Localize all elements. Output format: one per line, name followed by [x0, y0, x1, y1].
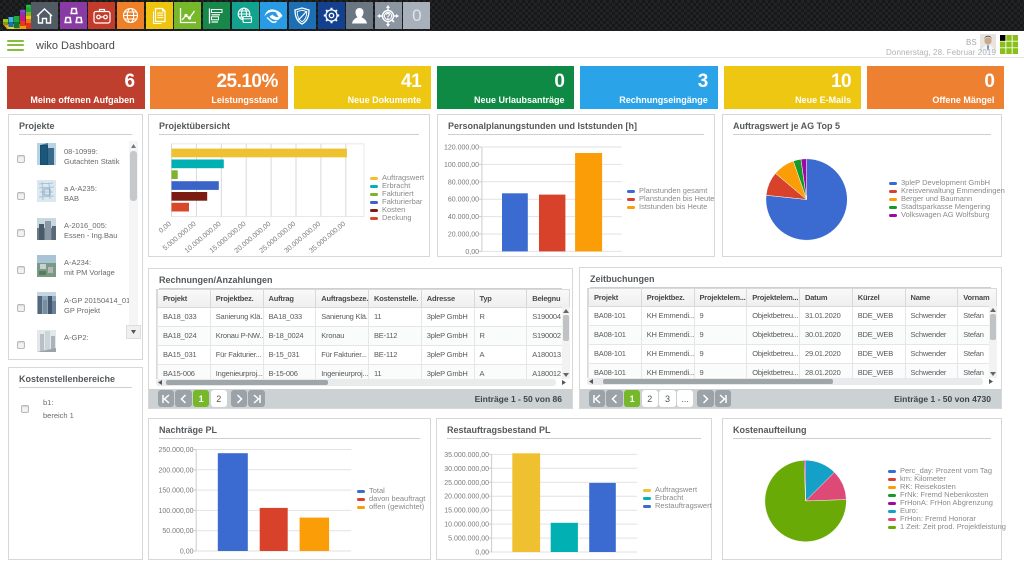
svg-text:15.000.000,00: 15.000.000,00: [444, 508, 489, 515]
svg-text:35.000.000,00: 35.000.000,00: [444, 452, 489, 459]
svg-text:40.000,00: 40.000,00: [448, 214, 479, 221]
svg-text:150.000,00: 150.000,00: [158, 488, 193, 495]
svg-text:25.000.000,00: 25.000.000,00: [444, 480, 489, 487]
svg-text:0,00: 0,00: [180, 549, 194, 556]
svg-text:5.000.000,00: 5.000.000,00: [448, 536, 489, 543]
svg-text:100.000,00: 100.000,00: [444, 162, 479, 169]
svg-text:0,00: 0,00: [158, 221, 173, 235]
svg-text:20.000,00: 20.000,00: [448, 232, 479, 239]
svg-text:10.000.000,00: 10.000.000,00: [444, 522, 489, 529]
svg-text:50.000,00: 50.000,00: [162, 528, 193, 535]
svg-text:30.000.000,00: 30.000.000,00: [444, 466, 489, 473]
svg-text:200.000,00: 200.000,00: [158, 467, 193, 474]
svg-text:0,00: 0,00: [475, 550, 489, 557]
svg-text:250.000,00: 250.000,00: [158, 447, 193, 454]
svg-text:120.000,00: 120.000,00: [444, 145, 479, 152]
svg-text:100.000,00: 100.000,00: [158, 508, 193, 515]
svg-text:20.000.000,00: 20.000.000,00: [444, 494, 489, 501]
svg-text:80.000,00: 80.000,00: [448, 179, 479, 186]
svg-text:0,00: 0,00: [465, 249, 479, 256]
svg-text:?: ?: [386, 11, 391, 20]
svg-text:60.000,00: 60.000,00: [448, 197, 479, 204]
